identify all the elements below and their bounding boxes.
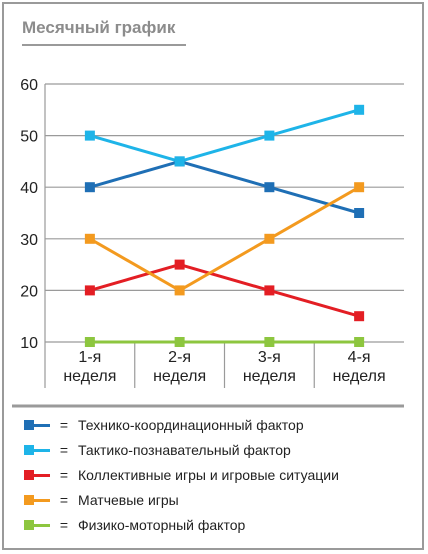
legend-swatch: [24, 419, 50, 430]
y-tick-label: 40: [20, 180, 38, 197]
legend-label: Коллективные игры и игровые ситуации: [78, 466, 339, 483]
data-point: [264, 130, 275, 141]
legend-item: = Матчевые игры: [24, 487, 404, 512]
x-tick-label: 2-я: [168, 349, 191, 366]
data-point: [264, 233, 275, 244]
data-point: [354, 311, 365, 322]
legend-swatch-marker: [24, 419, 34, 430]
legend-label: Тактико-познавательный фактор: [78, 441, 291, 458]
data-point: [354, 182, 365, 193]
legend-swatch-marker: [24, 494, 34, 505]
data-point: [354, 104, 365, 115]
chart-title: Месячный график: [22, 18, 176, 37]
series-line: [89, 108, 360, 163]
legend-item: = Тактико-познавательный фактор: [24, 437, 404, 462]
legend-equals-sign: =: [59, 416, 69, 433]
legend-swatch-line: [24, 448, 50, 452]
x-tick-label: неделя: [63, 368, 116, 385]
legend-label: Матчевые игры: [78, 491, 179, 508]
data-point: [174, 156, 185, 167]
legend-swatch: [24, 469, 50, 480]
legend-item: = Физико-моторный фактор: [24, 512, 404, 537]
legend-swatch-line: [24, 423, 50, 427]
y-tick-label: 50: [20, 129, 38, 146]
legend-label: Физико-моторный фактор: [78, 516, 246, 533]
y-tick-label: 60: [20, 77, 38, 94]
legend-swatch-marker: [24, 469, 34, 480]
legend-equals-sign: =: [59, 466, 69, 483]
legend-swatch-line: [24, 523, 50, 527]
data-point: [264, 285, 275, 296]
legend-swatch: [24, 444, 50, 455]
legend-item: = Технико-координационный фактор: [24, 412, 404, 437]
legend-equals-sign: =: [59, 516, 69, 533]
legend-equals-sign: =: [59, 491, 69, 508]
series-line: [89, 185, 360, 293]
y-tick-label: 10: [20, 335, 38, 352]
legend-swatch-marker: [24, 444, 34, 455]
data-point: [174, 285, 185, 296]
series-line: [89, 263, 360, 318]
legend-equals-sign: =: [59, 441, 69, 458]
chart-frame: [2, 2, 424, 550]
data-point: [354, 208, 365, 218]
x-tick-label: 4-я: [348, 349, 371, 366]
chart-legend: = Технико-координационный фактор = Тактико-…: [24, 412, 404, 537]
y-tick-label: 30: [20, 232, 38, 249]
legend-swatch: [24, 494, 50, 505]
y-tick-label: 20: [20, 283, 38, 300]
data-point: [84, 337, 95, 347]
data-point: [84, 182, 95, 193]
data-point: [354, 337, 365, 347]
legend-item: = Коллективные игры и игровые ситуации: [24, 462, 404, 487]
legend-swatch: [24, 519, 50, 530]
data-point: [264, 337, 275, 347]
data-point: [264, 182, 275, 193]
x-tick-label: неделя: [333, 368, 386, 385]
legend-swatch-line: [24, 498, 50, 502]
x-tick-label: 3-я: [258, 349, 281, 366]
data-point: [84, 130, 95, 141]
data-point: [174, 337, 185, 347]
data-point: [84, 285, 95, 296]
series-line: [89, 159, 360, 215]
x-tick-label: неделя: [153, 368, 206, 385]
title-underline: [22, 44, 186, 46]
x-tick-label: 1-я: [78, 349, 101, 366]
data-point: [174, 259, 185, 270]
legend-swatch-line: [24, 473, 50, 477]
legend-label: Технико-координационный фактор: [78, 416, 304, 433]
data-point: [84, 233, 95, 244]
legend-swatch-marker: [24, 519, 34, 530]
x-tick-label: неделя: [243, 368, 296, 385]
